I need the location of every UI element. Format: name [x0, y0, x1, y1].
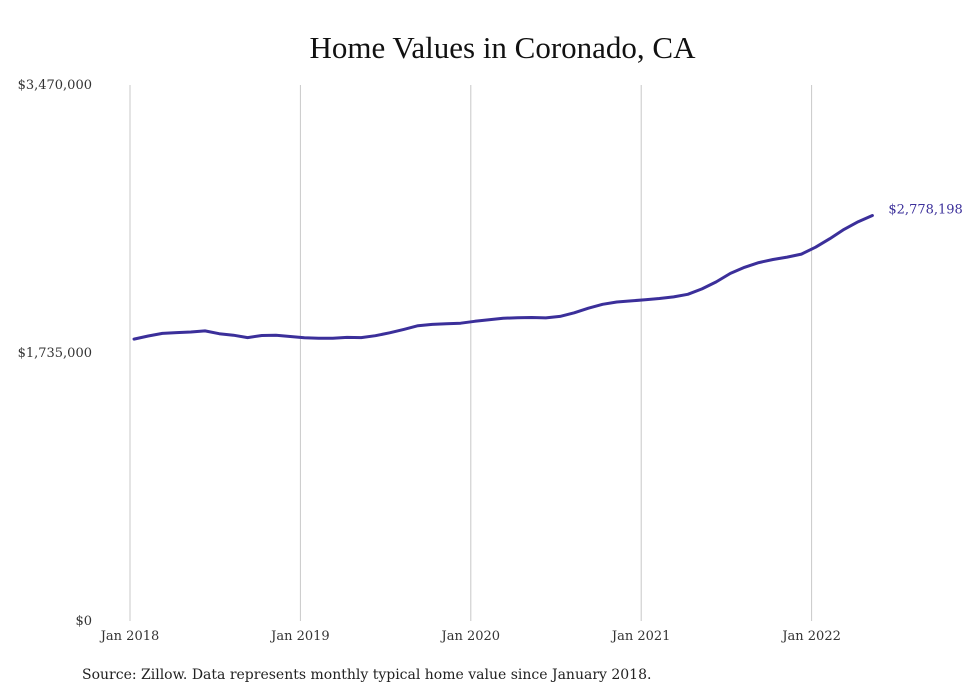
y-tick-label: $3,470,000 — [18, 78, 92, 93]
grid-lines — [129, 85, 813, 621]
y-tick-label: $1,735,000 — [18, 346, 92, 361]
end-label-layer: $2,778,198 — [888, 203, 962, 218]
series-line-home-value — [132, 214, 874, 341]
series-layer — [132, 214, 874, 341]
chart-title: Home Values in Coronado, CA — [309, 30, 696, 65]
x-tick-label: Jan 2020 — [440, 629, 501, 644]
y-axis-ticks: $3,470,000 $1,735,000 $0 — [18, 78, 92, 629]
x-tick-label: Jan 2018 — [99, 629, 160, 644]
y-tick-label: $0 — [75, 614, 92, 629]
x-tick-label: Jan 2019 — [269, 629, 330, 644]
x-axis-ticks: Jan 2018 Jan 2019 Jan 2020 Jan 2021 Jan 2022 — [99, 629, 841, 644]
source-note: Source: Zillow. Data represents monthly … — [82, 667, 652, 683]
x-tick-label: Jan 2021 — [610, 629, 671, 644]
end-value-label: $2,778,198 — [888, 203, 962, 218]
x-tick-label: Jan 2022 — [780, 629, 841, 644]
